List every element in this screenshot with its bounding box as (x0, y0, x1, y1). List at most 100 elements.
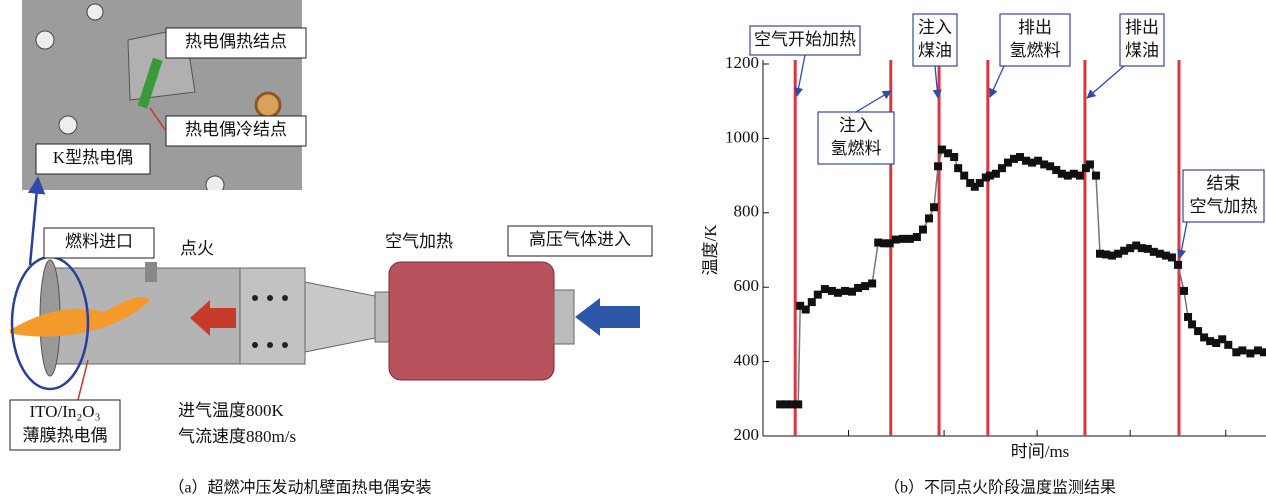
data-point (1188, 320, 1197, 329)
data-point (1149, 247, 1158, 256)
data-point (1238, 346, 1247, 355)
annotation-box (999, 13, 1071, 67)
label-box (43, 227, 155, 259)
data-point (1069, 169, 1078, 178)
data-point (918, 225, 927, 234)
pointer (149, 107, 167, 132)
y-tick-label: 800 (734, 202, 760, 221)
annotation-box (1119, 13, 1165, 67)
engine-image (10, 176, 640, 401)
data-point (1224, 340, 1233, 349)
data-point (1009, 154, 1018, 163)
data-point (833, 288, 842, 297)
data-point (1016, 153, 1025, 161)
data-point (1022, 156, 1031, 165)
data-point (954, 164, 963, 173)
data-point (885, 239, 894, 248)
data-point (1180, 286, 1189, 295)
annotation-arrow (932, 65, 942, 99)
data-point (985, 171, 994, 180)
label: 热电偶冷结点 (185, 120, 287, 139)
data-point (840, 286, 849, 295)
data-point (861, 282, 870, 291)
annotation-arrow (1086, 65, 1125, 99)
data-point (912, 232, 921, 241)
annotation-box (817, 111, 895, 165)
data-point (1126, 244, 1135, 253)
data-point (1194, 327, 1203, 336)
annotation: 空气开始加热 (754, 30, 856, 49)
data-point (1155, 249, 1164, 258)
data-point (1028, 158, 1037, 167)
data-point (1206, 337, 1215, 346)
annotation: 空气加热 (1190, 197, 1258, 216)
data-point (1057, 169, 1066, 178)
data-point (813, 290, 822, 299)
data-point (1246, 349, 1255, 358)
data-point (1075, 171, 1084, 180)
data-point (1052, 166, 1061, 175)
data-point (1003, 158, 1012, 167)
data-point (938, 145, 947, 154)
data-point (1143, 244, 1152, 253)
data-point (820, 285, 829, 294)
data-point (1200, 333, 1209, 342)
data-point (975, 179, 984, 188)
data-point (924, 214, 933, 223)
data-point (960, 171, 969, 180)
annotation: 煤油 (1125, 41, 1159, 60)
data-point (1063, 171, 1072, 180)
data-point (807, 298, 816, 307)
data-point (1232, 348, 1241, 357)
y-tick-label: 1200 (725, 53, 759, 72)
data-point (796, 301, 805, 310)
label: 燃料进口 (65, 232, 133, 251)
data-point (801, 305, 810, 314)
data-point (1046, 162, 1055, 171)
annotation-box (912, 13, 958, 67)
data-point (880, 239, 889, 248)
data-point (930, 203, 939, 212)
data-point (776, 400, 785, 409)
data-point (827, 286, 836, 295)
data-point (950, 153, 959, 161)
annotation-arrow (794, 54, 806, 97)
y-tick-label: 600 (734, 276, 760, 295)
y-tick-label: 200 (734, 425, 760, 444)
caption: （a）超燃冲压发动机壁面热电偶安装 (168, 478, 431, 497)
y-tick-label: 1000 (725, 127, 759, 146)
data-point (1132, 241, 1141, 250)
data-point (970, 182, 979, 191)
label: 进气温度800K (178, 401, 284, 420)
label-box (165, 27, 307, 59)
x-axis-label: 时间/ms (1011, 442, 1070, 461)
data-point (1167, 253, 1176, 262)
data-point (966, 179, 975, 188)
label: 薄膜热电偶 (23, 426, 108, 445)
label: 热电偶热结点 (185, 32, 287, 51)
data-point (1091, 171, 1100, 180)
data-point (1218, 335, 1227, 344)
label: K型热电偶 (53, 148, 133, 167)
data-point (1085, 160, 1094, 169)
data-point (1096, 249, 1105, 258)
data-point (1102, 250, 1111, 259)
data-point (997, 164, 1006, 173)
annotation-box (749, 25, 861, 56)
annotation: 氢燃料 (831, 139, 882, 158)
data-point (1108, 251, 1117, 260)
caption: （b）不同点火阶段温度监测结果 (884, 479, 1116, 497)
data-point (874, 238, 883, 247)
data-point (1034, 156, 1043, 165)
data-point (891, 235, 900, 244)
y-axis-label: 温度/K (701, 224, 720, 276)
data-point (1114, 249, 1123, 258)
annotation-arrow (855, 90, 892, 113)
annotation-arrow (1177, 221, 1188, 259)
data-point (944, 149, 953, 158)
annotation: 结束 (1207, 174, 1241, 193)
data-point (788, 400, 797, 409)
label: 气流速度880m/s (178, 427, 296, 446)
annotation: 氢燃料 (1010, 41, 1061, 60)
